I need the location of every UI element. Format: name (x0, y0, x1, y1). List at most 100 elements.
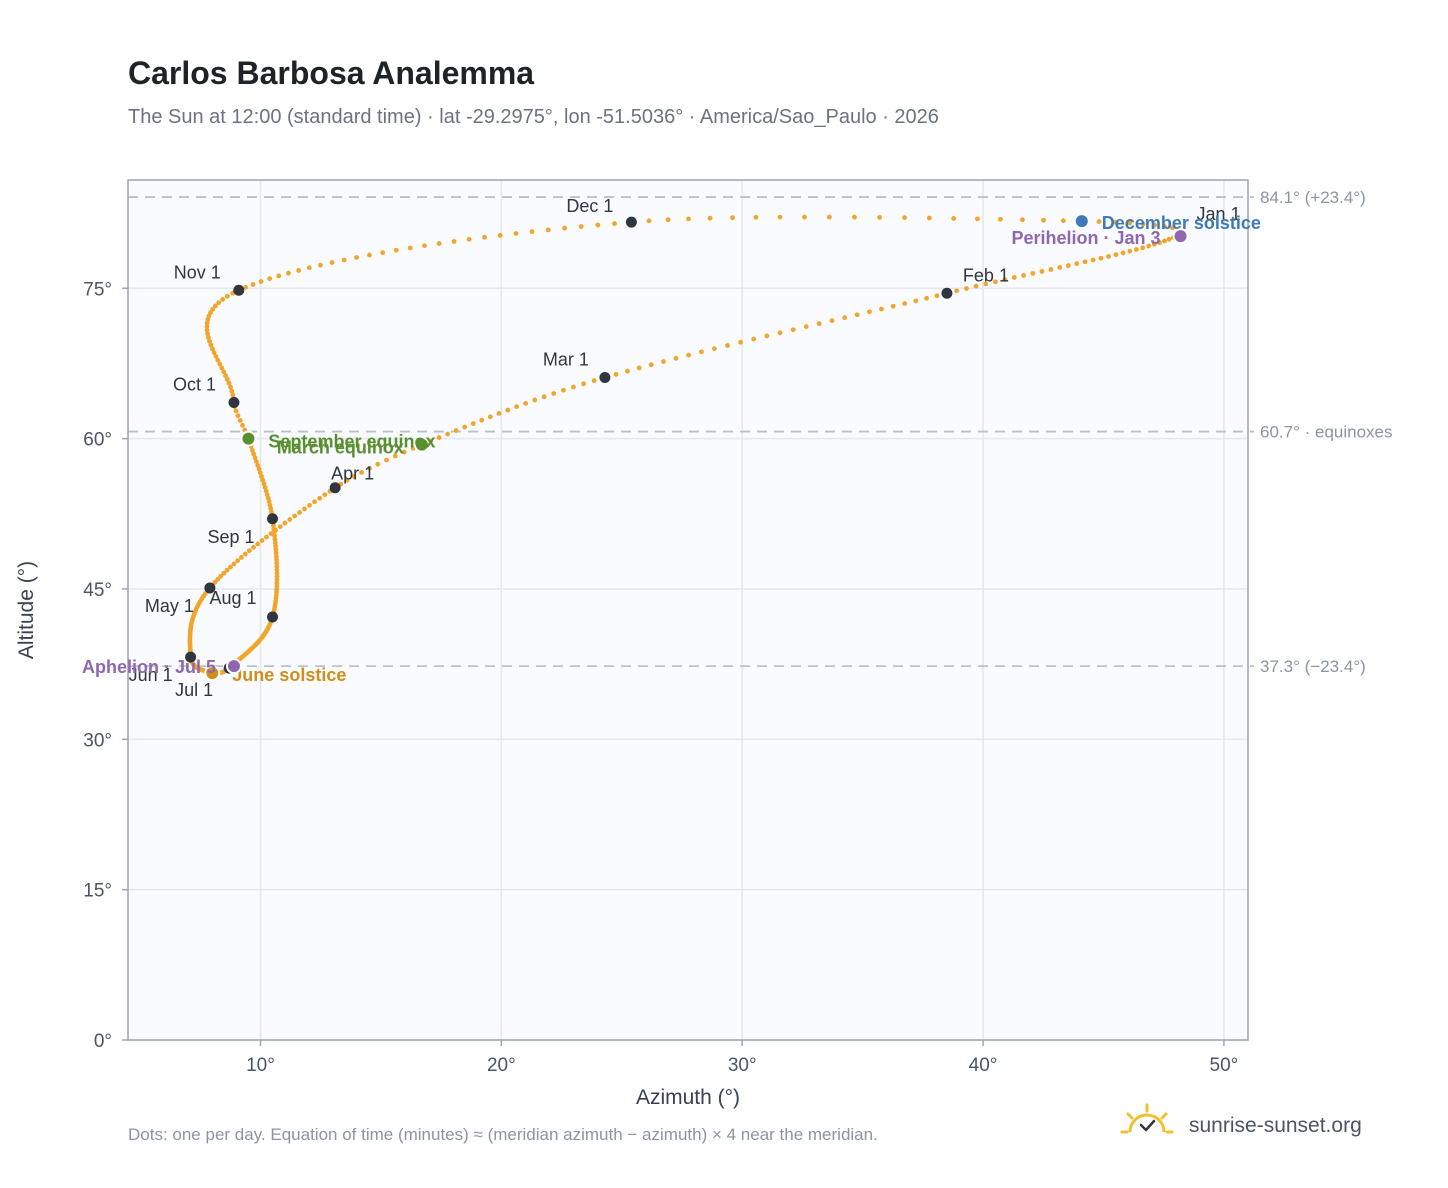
daily-dot (224, 567, 230, 573)
daily-dot (273, 543, 278, 549)
daily-dot (532, 397, 538, 403)
daily-dot (1020, 217, 1025, 223)
daily-dot (470, 421, 476, 427)
daily-dot (206, 335, 211, 340)
daily-dot (204, 324, 210, 329)
daily-dot (879, 306, 884, 312)
daily-dot (272, 540, 278, 546)
daily-dot (975, 216, 980, 222)
daily-dot (436, 435, 442, 440)
daily-dot (529, 229, 535, 235)
daily-dot (274, 567, 280, 573)
daily-dot (282, 520, 288, 526)
daily-dot (235, 558, 241, 564)
daily-dot (302, 506, 307, 512)
daily-dot (764, 333, 770, 339)
daily-dot (367, 252, 372, 258)
x-tick-label: 20° (487, 1055, 516, 1076)
daily-dot (496, 410, 502, 416)
daily-dot (273, 554, 279, 559)
daily-dot (233, 408, 239, 414)
month-marker-apr-1 (329, 482, 341, 494)
daily-dot (224, 377, 230, 382)
event-marker-june-solstice (204, 665, 221, 682)
daily-dot (1140, 221, 1146, 227)
daily-dot (257, 470, 263, 476)
daily-dot (287, 517, 293, 522)
daily-dot (954, 288, 960, 294)
daily-dot (625, 368, 630, 374)
daily-dot (877, 214, 882, 220)
daily-dot (1113, 252, 1119, 258)
daily-dot (292, 513, 298, 519)
daily-dot (243, 284, 249, 290)
month-label-jul-1: Jul 1 (175, 680, 213, 700)
daily-dot (803, 324, 809, 330)
y-tick-label: 0° (94, 1031, 112, 1052)
month-label-may-1: May 1 (145, 596, 194, 616)
daily-dot (711, 346, 717, 352)
daily-dot (207, 338, 212, 344)
daily-dot (673, 355, 679, 361)
daily-dot (1162, 238, 1167, 244)
daily-dot (220, 297, 226, 302)
event-marker-september-equinox (240, 430, 257, 447)
daily-dot (221, 570, 227, 576)
daily-dot (826, 214, 832, 220)
daily-dot (436, 241, 442, 246)
daily-dot (367, 465, 372, 471)
daily-dot (286, 270, 291, 276)
daily-dot (612, 221, 617, 226)
daily-dot (297, 510, 302, 515)
daily-dot (375, 461, 381, 467)
daily-dot (451, 239, 457, 244)
month-label-mar-1: Mar 1 (543, 349, 589, 369)
month-marker-mar-1 (599, 371, 611, 383)
daily-dot (686, 216, 691, 222)
daily-dot (854, 312, 860, 318)
month-marker-sep-1 (267, 513, 279, 525)
daily-dot (230, 392, 236, 398)
daily-dot (273, 547, 279, 553)
daily-dot (255, 462, 261, 468)
daily-dot (867, 309, 872, 315)
event-label-september-equinox: September equinox (268, 432, 435, 452)
month-label-sep-1: Sep 1 (207, 527, 254, 547)
daily-dot (235, 413, 241, 419)
daily-dot (462, 424, 468, 430)
daily-dot (344, 477, 350, 483)
daily-dot (699, 349, 704, 355)
chart-subtitle: The Sun at 12:00 (standard time) · lat -… (128, 106, 939, 128)
daily-dot (829, 318, 835, 324)
daily-dot (902, 215, 908, 221)
daily-dot (384, 457, 389, 463)
daily-dot (317, 495, 323, 501)
daily-dot (1021, 273, 1027, 278)
daily-dot (264, 534, 269, 540)
daily-dot (497, 232, 503, 238)
brand-name[interactable]: sunrise-sunset.org (1189, 1114, 1362, 1137)
daily-dot (392, 453, 398, 459)
daily-dot (1112, 219, 1118, 225)
daily-dot (445, 431, 451, 437)
plot-frame (127, 179, 1249, 1041)
daily-dot (777, 330, 783, 336)
daily-dot (210, 306, 216, 312)
daily-dot (730, 215, 735, 221)
daily-dot (242, 551, 248, 557)
event-marker-perihelion-jan-3 (1172, 228, 1189, 245)
month-label-aug-1: Aug 1 (209, 588, 256, 608)
daily-dot (578, 224, 584, 229)
daily-dot (613, 371, 619, 377)
daily-dot (1157, 240, 1162, 246)
daily-dot (738, 339, 743, 345)
brand-logo[interactable]: sunrise-sunset.org (1120, 1103, 1362, 1137)
daily-dot (322, 492, 328, 498)
reference-line-label: 37.3° (−23.4°) (1260, 657, 1366, 676)
month-marker-feb-1 (941, 287, 953, 299)
daily-dot (224, 293, 230, 299)
daily-dot (1096, 219, 1102, 224)
daily-dot (591, 378, 597, 384)
daily-dot (595, 222, 601, 228)
month-marker-oct-1 (228, 397, 240, 409)
